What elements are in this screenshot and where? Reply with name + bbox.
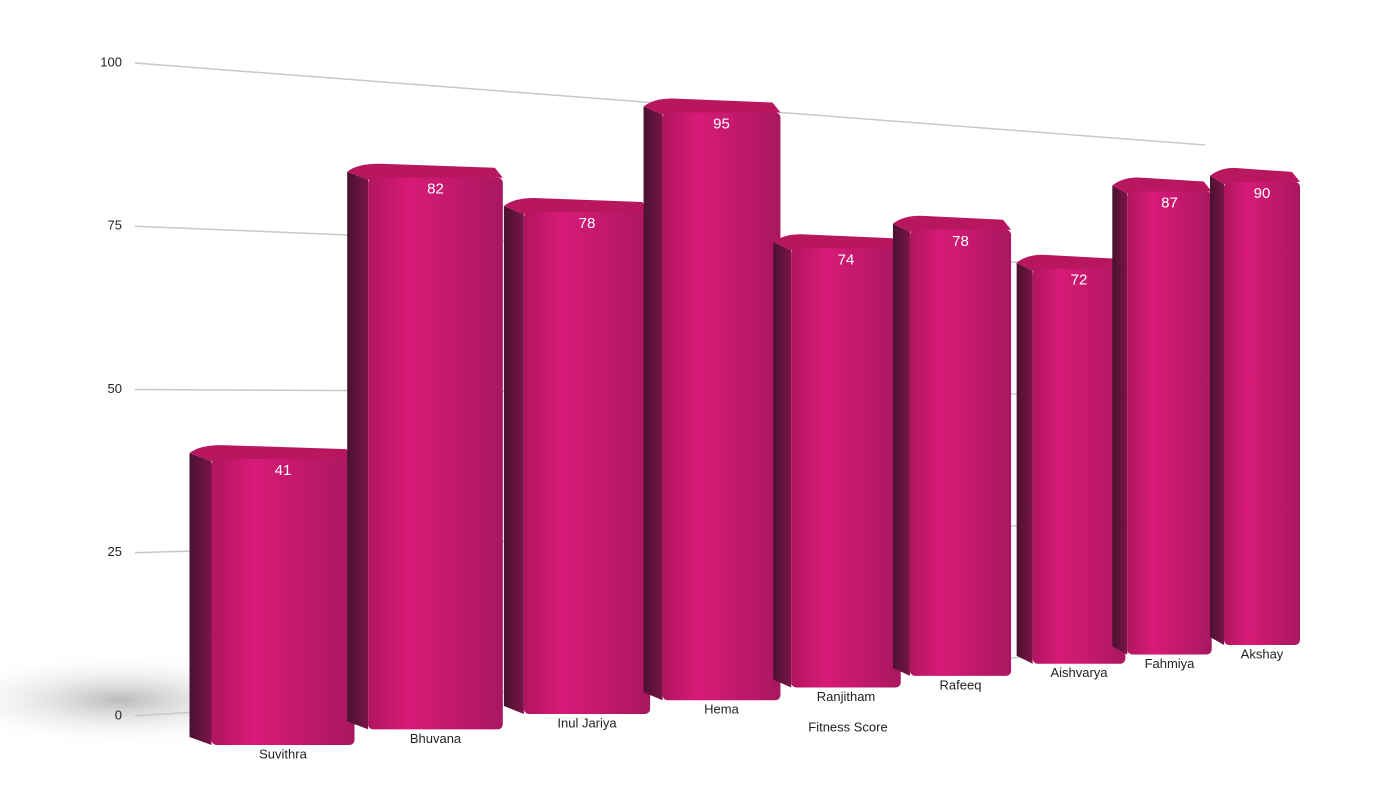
x-tick-label: Ranjitham bbox=[817, 689, 876, 704]
x-tick-label: Suvithra bbox=[259, 746, 307, 761]
value-label: 87 bbox=[1161, 194, 1178, 211]
bar-side bbox=[892, 223, 910, 676]
bar-side bbox=[189, 453, 212, 745]
y-tick-label: 50 bbox=[108, 381, 122, 396]
y-tick-label: 25 bbox=[108, 544, 122, 559]
bar-top bbox=[892, 215, 1012, 232]
bar-top bbox=[1016, 254, 1126, 271]
x-tick-label: Hema bbox=[704, 702, 739, 717]
y-tick-label: 100 bbox=[100, 54, 122, 69]
bar-top bbox=[1112, 177, 1212, 194]
value-label: 41 bbox=[275, 462, 292, 479]
bar-side bbox=[773, 242, 792, 688]
value-label: 82 bbox=[427, 181, 444, 198]
value-label: 90 bbox=[1254, 185, 1271, 202]
bar-side bbox=[1112, 185, 1128, 655]
bar-top bbox=[189, 445, 355, 462]
bar bbox=[791, 248, 901, 688]
x-axis-title: Fitness Score bbox=[808, 719, 887, 734]
bar bbox=[1224, 181, 1300, 645]
x-tick-label: Bhuvana bbox=[410, 731, 462, 746]
bar bbox=[523, 212, 651, 714]
bar bbox=[368, 177, 503, 730]
bar-side bbox=[503, 206, 524, 714]
bars: 41 Suvithra 82 Bhuvana 78 Inul Jariya 95 Hema 74… bbox=[189, 98, 1300, 761]
bar-top bbox=[503, 198, 651, 215]
value-label: 72 bbox=[1071, 272, 1088, 289]
value-label: 74 bbox=[838, 251, 855, 268]
bar-top bbox=[773, 234, 901, 251]
value-label: 78 bbox=[579, 215, 596, 232]
y-tick-label: 0 bbox=[115, 707, 122, 722]
value-label: 95 bbox=[713, 116, 730, 133]
x-tick-label: Fahmiya bbox=[1145, 656, 1196, 671]
bar-top bbox=[1210, 167, 1300, 184]
bar bbox=[1127, 191, 1212, 655]
x-tick-label: Akshay bbox=[1241, 646, 1284, 661]
y-tick-label: 75 bbox=[108, 218, 122, 233]
bar bbox=[211, 459, 355, 745]
x-tick-label: Inul Jariya bbox=[557, 715, 617, 730]
x-tick-label: Aishvarya bbox=[1050, 665, 1108, 680]
value-label: 78 bbox=[952, 233, 969, 250]
x-tick-label: Rafeeq bbox=[940, 677, 982, 692]
bar-side bbox=[643, 106, 663, 701]
bar bbox=[662, 112, 781, 701]
bar-top bbox=[643, 98, 781, 115]
bar bbox=[909, 229, 1012, 676]
bar-top bbox=[347, 163, 503, 180]
bar-side bbox=[347, 171, 369, 730]
bar bbox=[1032, 268, 1126, 664]
bar-side bbox=[1210, 175, 1224, 645]
bar-side bbox=[1016, 262, 1033, 664]
